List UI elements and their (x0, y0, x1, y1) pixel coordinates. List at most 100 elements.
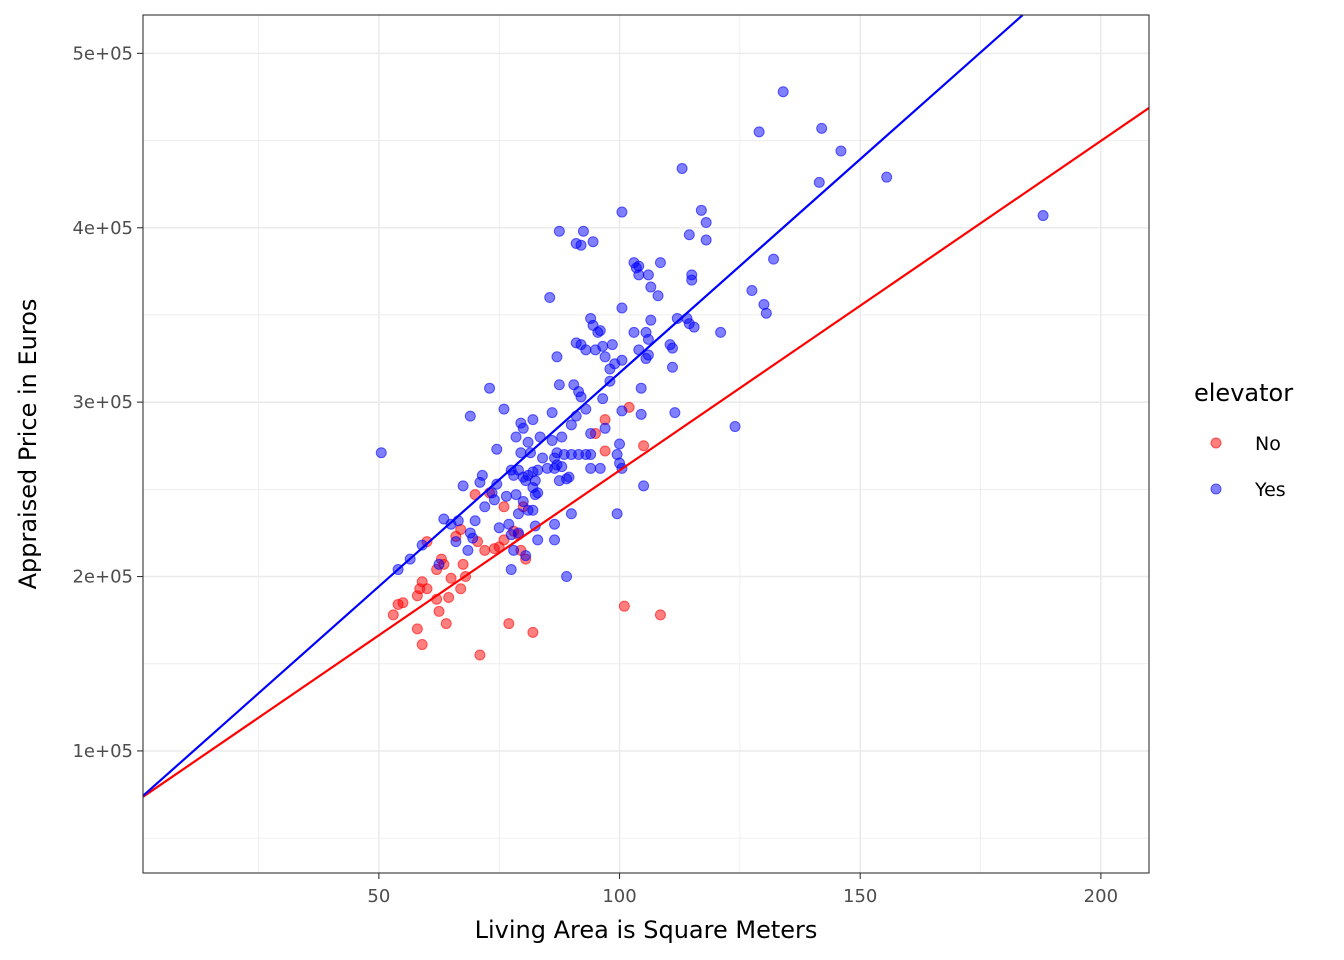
point-yes (556, 431, 568, 443)
point-yes (375, 447, 387, 459)
point-yes (666, 361, 678, 373)
point-yes (585, 462, 597, 474)
point-yes (606, 339, 618, 351)
point-yes (645, 281, 657, 293)
point-yes (551, 351, 563, 363)
x-axis-ticks: 50 100 150 200 (367, 873, 1118, 907)
y-tick-label: 1e+05 (72, 741, 133, 762)
point-yes (635, 408, 647, 420)
x-tick-label: 50 (367, 886, 390, 907)
point-no (445, 572, 457, 584)
y-axis-title: Appraised Price in Euros (14, 299, 42, 590)
point-no (638, 440, 650, 452)
legend-label-no: No (1255, 433, 1281, 455)
point-yes (527, 414, 539, 426)
point-yes (508, 544, 520, 556)
point-yes (553, 225, 565, 237)
point-yes (729, 421, 741, 433)
point-yes (549, 518, 561, 530)
point-yes (469, 515, 481, 527)
point-yes (549, 534, 561, 546)
point-yes (666, 342, 678, 354)
point-yes (676, 162, 688, 174)
x-tick-label: 150 (843, 886, 877, 907)
point-yes (491, 478, 503, 490)
point-yes (616, 206, 628, 218)
legend-title: elevator (1194, 379, 1293, 407)
point-yes (450, 536, 462, 548)
point-no (387, 609, 399, 621)
point-yes (488, 494, 500, 506)
points-layer (375, 86, 1049, 661)
grid-minor (143, 15, 1149, 873)
point-yes (881, 171, 893, 183)
point-yes (577, 225, 589, 237)
legend: elevator No Yes (1194, 379, 1293, 501)
point-yes (462, 544, 474, 556)
point-yes (597, 340, 609, 352)
x-axis-title: Living Area is Square Meters (475, 916, 818, 944)
point-no (433, 605, 445, 617)
point-yes (654, 257, 666, 269)
point-yes (642, 333, 654, 345)
point-yes (416, 539, 428, 551)
point-yes (1037, 210, 1049, 222)
legend-label-yes: Yes (1254, 479, 1286, 501)
point-no (527, 626, 539, 638)
point-yes (464, 410, 476, 422)
point-yes (585, 428, 597, 440)
point-yes (510, 489, 522, 501)
point-yes (467, 532, 479, 544)
point-yes (633, 260, 645, 272)
point-yes (715, 326, 727, 338)
point-yes (683, 229, 695, 241)
point-yes (517, 422, 529, 434)
point-yes (546, 407, 558, 419)
point-yes (616, 354, 628, 366)
point-yes (517, 496, 529, 508)
point-yes (476, 469, 488, 481)
point-yes (628, 326, 640, 338)
point-yes (491, 443, 503, 455)
point-yes (642, 269, 654, 281)
point-yes (479, 501, 491, 513)
point-no (599, 445, 611, 457)
point-yes (503, 518, 515, 530)
point-yes (777, 86, 789, 98)
point-yes (616, 405, 628, 417)
point-yes (532, 487, 544, 499)
point-yes (512, 527, 524, 539)
legend-key-yes (1210, 483, 1222, 495)
point-yes (498, 403, 510, 415)
point-yes (835, 145, 847, 157)
point-yes (505, 564, 517, 576)
point-yes (635, 382, 647, 394)
point-yes (816, 122, 828, 134)
point-yes (585, 448, 597, 460)
point-yes (597, 393, 609, 405)
fit-line-yes (142, 14, 1024, 797)
point-yes (500, 490, 512, 502)
point-no (498, 501, 510, 513)
point-yes (587, 236, 599, 248)
point-yes (565, 419, 577, 431)
point-yes (575, 391, 587, 403)
point-yes (700, 217, 712, 229)
point-yes (546, 435, 558, 447)
point-yes (553, 379, 565, 391)
point-no (411, 623, 423, 635)
point-yes (563, 471, 575, 483)
point-yes (433, 558, 445, 570)
point-yes (688, 321, 700, 333)
point-yes (599, 351, 611, 363)
point-yes (520, 550, 532, 562)
point-yes (575, 239, 587, 251)
point-no (455, 583, 467, 595)
point-yes (652, 290, 664, 302)
point-yes (645, 314, 657, 326)
point-yes (537, 452, 549, 464)
point-yes (532, 464, 544, 476)
point-no (474, 649, 486, 661)
point-no (421, 583, 433, 595)
y-axis-ticks: 1e+05 2e+05 3e+05 4e+05 5e+05 (72, 43, 143, 762)
